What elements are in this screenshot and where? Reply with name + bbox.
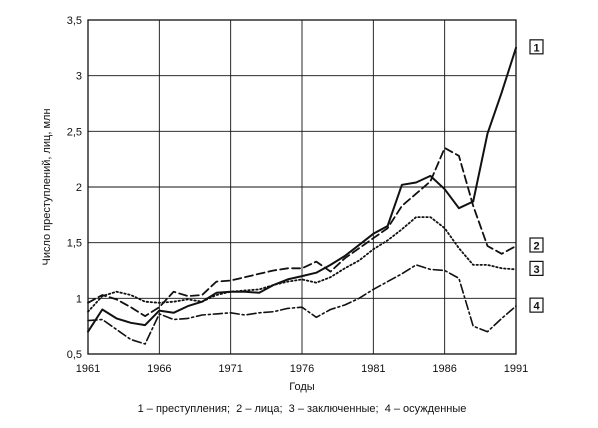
x-tick-label: 1976: [290, 363, 314, 375]
series-tag-1: 1: [529, 39, 544, 55]
series-tag-label: 2: [533, 241, 539, 253]
series-tag-box: [529, 260, 544, 276]
x-tick-label: 1986: [432, 363, 456, 375]
series-line-3: [87, 216, 517, 313]
y-tick-label: 2: [76, 182, 82, 194]
series-tag-box: [529, 237, 544, 253]
series-line-1: [87, 46, 517, 333]
series-tag-label: 4: [533, 301, 540, 313]
series-tag-box: [529, 297, 544, 313]
y-tick-label: 2,5: [67, 126, 82, 138]
grid: [87, 19, 517, 355]
series-line-4: [87, 264, 517, 345]
x-tick-label: 1961: [76, 363, 100, 375]
series-tag-4: 4: [529, 297, 544, 313]
y-tick-label: 3: [76, 71, 82, 83]
tick-labels: 1961 1966 1971 1976 1981 1986 1991 0,5 1 1,5 2 2,5 3…: [67, 15, 529, 375]
series-tag-label: 3: [533, 264, 539, 276]
y-tick-label: 1,5: [67, 238, 82, 250]
y-tick-label: 0,5: [67, 349, 82, 361]
x-tick-label: 1991: [504, 363, 528, 375]
x-tick-label: 1971: [218, 363, 242, 375]
series-lines: [87, 46, 517, 345]
series-tags: 1 2 3 4: [529, 39, 544, 313]
series-tag-label: 1: [533, 42, 539, 54]
series-line-2: [87, 147, 517, 317]
y-axis-title: Число преступлений, лиц, млн: [41, 108, 53, 265]
legend-caption: 1 – преступления; 2 – лица; 3 – заключен…: [138, 403, 467, 415]
y-tick-label: 1: [76, 293, 82, 305]
x-axis-title: Годы: [289, 381, 315, 393]
series-tag-3: 3: [529, 260, 544, 276]
x-tick-label: 1981: [361, 363, 385, 375]
series-tag-2: 2: [529, 237, 544, 253]
plot-frame: [87, 19, 517, 355]
series-tag-box: [529, 39, 544, 55]
y-tick-label: 3,5: [67, 15, 82, 27]
x-tick-label: 1966: [147, 363, 171, 375]
